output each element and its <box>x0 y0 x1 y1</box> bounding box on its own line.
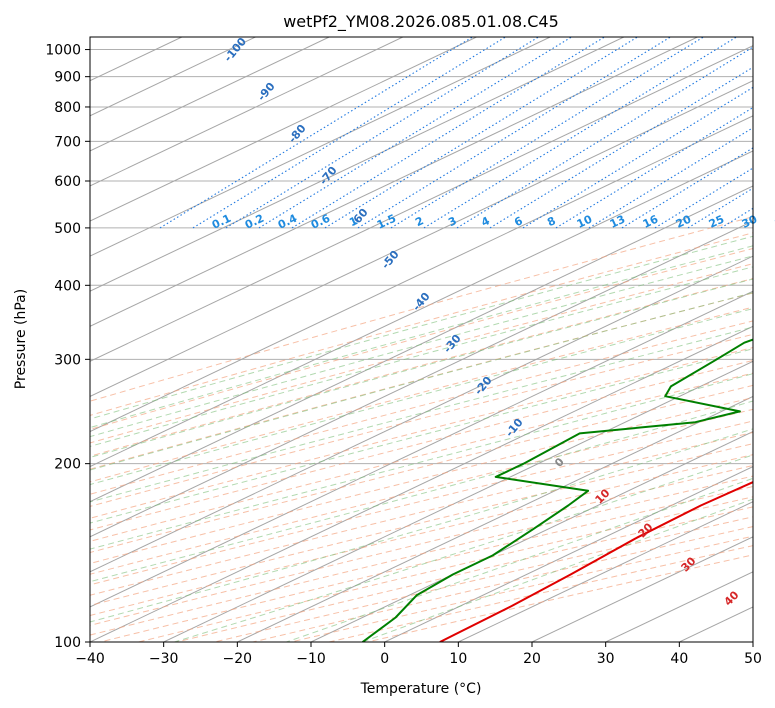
y-tick-label: 900 <box>54 70 81 86</box>
x-tick-label: −40 <box>75 651 105 667</box>
x-tick-label: 30 <box>597 651 615 667</box>
plot-frame <box>89 36 754 643</box>
x-tick-label: 10 <box>449 651 467 667</box>
dry-adiabat-line <box>90 278 753 457</box>
isotherm-line <box>458 501 753 642</box>
mixing-ratio-line <box>621 147 753 229</box>
x-tick-label: 0 <box>380 651 389 667</box>
dry-adiabat-line <box>90 216 753 402</box>
mixing-ratio-line <box>423 37 737 229</box>
sounding-profiles <box>362 338 753 642</box>
mixing-ratio-label: 20 <box>674 212 694 230</box>
x-tick-label: 40 <box>670 651 688 667</box>
isotherm-line <box>90 115 753 433</box>
dry-adiabat-line <box>90 247 753 430</box>
dry-adiabat-line <box>90 359 753 531</box>
moist-adiabat-line <box>90 348 753 524</box>
isotherm-line <box>90 290 753 608</box>
moist-adiabat-line <box>90 278 753 458</box>
dry-adiabat-line <box>90 347 753 519</box>
isotherm-line <box>90 185 753 503</box>
isotherm-line <box>90 37 477 222</box>
mixing-ratio-label: 25 <box>707 213 726 231</box>
isotherm-line <box>531 536 753 642</box>
x-tick-label: 50 <box>744 651 762 667</box>
dry-adiabat-line <box>90 320 753 495</box>
mixing-ratio-line <box>225 37 539 229</box>
moist-adiabat-line <box>90 373 753 550</box>
isotherm-line <box>90 37 698 327</box>
y-tick-label: 300 <box>54 352 81 368</box>
isotherm-line <box>163 360 753 642</box>
y-tick-label: 700 <box>54 134 81 150</box>
isotherm-line <box>237 395 753 642</box>
moist-adiabat-line <box>90 308 753 486</box>
dewpoint-profile-line <box>362 338 753 642</box>
y-tick-label: 500 <box>54 221 81 237</box>
y-tick-label: 200 <box>54 457 81 473</box>
mixing-ratio-line <box>192 37 506 229</box>
x-tick-label: −30 <box>149 651 179 667</box>
isotherm-line <box>90 37 330 152</box>
isotherm-line <box>90 37 625 292</box>
isotherm-line <box>90 37 404 187</box>
mixing-ratio-label: 16 <box>641 212 661 230</box>
moist-adiabat-line <box>90 255 753 438</box>
isotherm-line <box>90 255 753 573</box>
background-lines <box>90 37 753 642</box>
mixing-ratio-line <box>324 37 638 229</box>
x-tick-label: −20 <box>223 651 253 667</box>
moist-adiabat-line <box>90 292 753 471</box>
y-tick-label: 100 <box>54 635 81 651</box>
mixing-ratio-line <box>654 167 753 229</box>
mixing-ratio-label: 13 <box>608 213 627 231</box>
axes: −40 −30 −20 −10 0 10 20 30 40 50 100 200 300 400 500 60… <box>45 43 762 667</box>
chart-title: wetPf2_YM08.2026.085.01.08.C45 <box>283 12 559 32</box>
y-tick-label: 800 <box>54 100 81 116</box>
mixing-ratio-line <box>159 37 473 229</box>
mixing-ratio-line <box>687 187 753 229</box>
moist-adiabat-line <box>90 235 753 420</box>
x-axis-title: Temperature (°C) <box>360 681 482 697</box>
isotherm-line <box>310 430 753 642</box>
x-tick-label: 20 <box>523 651 541 667</box>
mixing-ratio-label: 30 <box>740 212 760 230</box>
mixing-ratio-line <box>456 46 753 229</box>
mixing-ratio-line <box>555 106 753 229</box>
mixing-ratio-line <box>357 37 671 229</box>
y-axis-title: Pressure (hPa) <box>13 289 29 389</box>
isotherm-line <box>90 80 753 397</box>
mixing-ratio-line <box>522 86 753 229</box>
y-tick-label: 600 <box>54 174 81 190</box>
isotherm-line <box>90 37 551 257</box>
mixing-ratio-line <box>489 66 753 229</box>
plot-background <box>90 37 753 642</box>
mixing-ratio-label: 36 <box>773 212 775 230</box>
mixing-ratio-line <box>390 37 704 229</box>
y-tick-label: 1000 <box>45 43 81 59</box>
mixing-ratio-label: 10 <box>575 212 595 230</box>
x-tick-label: −10 <box>296 651 326 667</box>
isotherm-line <box>90 220 753 538</box>
isotherm-line <box>90 325 753 642</box>
isotherm-line <box>384 466 753 642</box>
temperature-profile-line <box>439 481 753 642</box>
dry-adiabat-line <box>90 384 753 553</box>
mixing-ratio-line <box>588 127 753 229</box>
moist-adiabat-line <box>90 266 753 447</box>
y-tick-label: 400 <box>54 278 81 294</box>
mixing-ratio-line <box>291 37 605 229</box>
mixing-ratio-line <box>258 37 572 229</box>
isotherm-line <box>90 45 753 362</box>
